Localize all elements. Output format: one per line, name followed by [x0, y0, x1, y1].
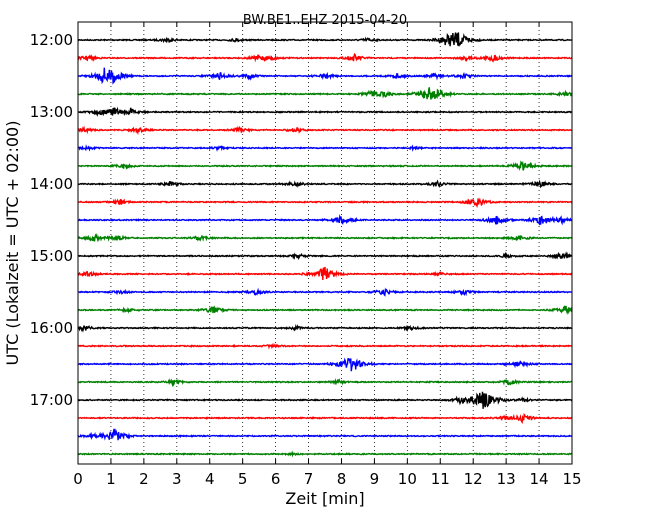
trace-line-1500: [78, 251, 573, 261]
x-tick-label: 0: [73, 470, 83, 488]
x-tick-label: 14: [530, 470, 549, 488]
y-tick-label: 16:00: [30, 319, 73, 337]
y-tick-label: 15:00: [30, 247, 73, 265]
x-tick-label: 15: [562, 470, 581, 488]
trace-line-1545: [77, 305, 573, 316]
trace-line-1715: [77, 413, 573, 425]
y-tick-label: 17:00: [30, 391, 73, 409]
trace-line-1430: [77, 213, 573, 226]
trace-line-1645: [78, 378, 573, 388]
x-tick-label: 3: [172, 470, 182, 488]
y-tick-label: 14:00: [30, 175, 73, 193]
x-tick-label: 5: [238, 470, 248, 488]
x-tick-label: 6: [271, 470, 281, 488]
x-tick-label: 13: [497, 470, 516, 488]
axis-ticks: 0 1 2 3 4 5 6 7 8 9 10 11 12 13 14 1512:0013:0014:0015:…: [30, 22, 582, 488]
trace-line-1400: [77, 179, 573, 189]
plot-frame: [77, 21, 573, 465]
x-tick-label: 9: [370, 470, 380, 488]
grid-lines: [110, 22, 540, 464]
trace-line-1530: [77, 287, 573, 297]
trace-line-1630: [77, 357, 573, 372]
trace-line-1245: [77, 87, 573, 100]
x-tick-label: 8: [337, 470, 347, 488]
trace-line-1200: [77, 32, 573, 47]
trace-line-1745: [77, 450, 573, 458]
x-tick-label: 4: [205, 470, 215, 488]
trace-line-1230: [77, 67, 573, 85]
y-axis-label: UTC (Lokalzeit = UTC + 02:00): [3, 121, 22, 366]
trace-line-1300: [78, 106, 573, 117]
chart-title: BW.BE1..EHZ 2015-04-20: [243, 13, 407, 28]
y-tick-label: 13:00: [30, 103, 73, 121]
x-tick-label: 10: [398, 470, 417, 488]
trace-line-1415: [77, 197, 573, 209]
trace-line-1615: [77, 343, 573, 350]
x-tick-label: 12: [464, 470, 483, 488]
trace-line-1445: [77, 233, 573, 243]
trace-line-1315: [77, 125, 573, 135]
trace-line-1600: [77, 323, 573, 333]
seismic-traces: [77, 32, 573, 458]
x-tick-label: 1: [106, 470, 116, 488]
x-axis-label: Zeit [min]: [285, 489, 364, 508]
x-tick-label: 7: [304, 470, 314, 488]
trace-line-1215: [77, 52, 573, 63]
x-tick-label: 11: [431, 470, 450, 488]
trace-line-1730: [77, 428, 573, 441]
trace-line-1515: [77, 266, 573, 281]
trace-line-1330: [77, 144, 573, 153]
trace-line-1345: [77, 160, 573, 172]
trace-line-1700: [77, 391, 573, 409]
x-tick-label: 2: [139, 470, 149, 488]
y-tick-label: 12:00: [30, 31, 73, 49]
